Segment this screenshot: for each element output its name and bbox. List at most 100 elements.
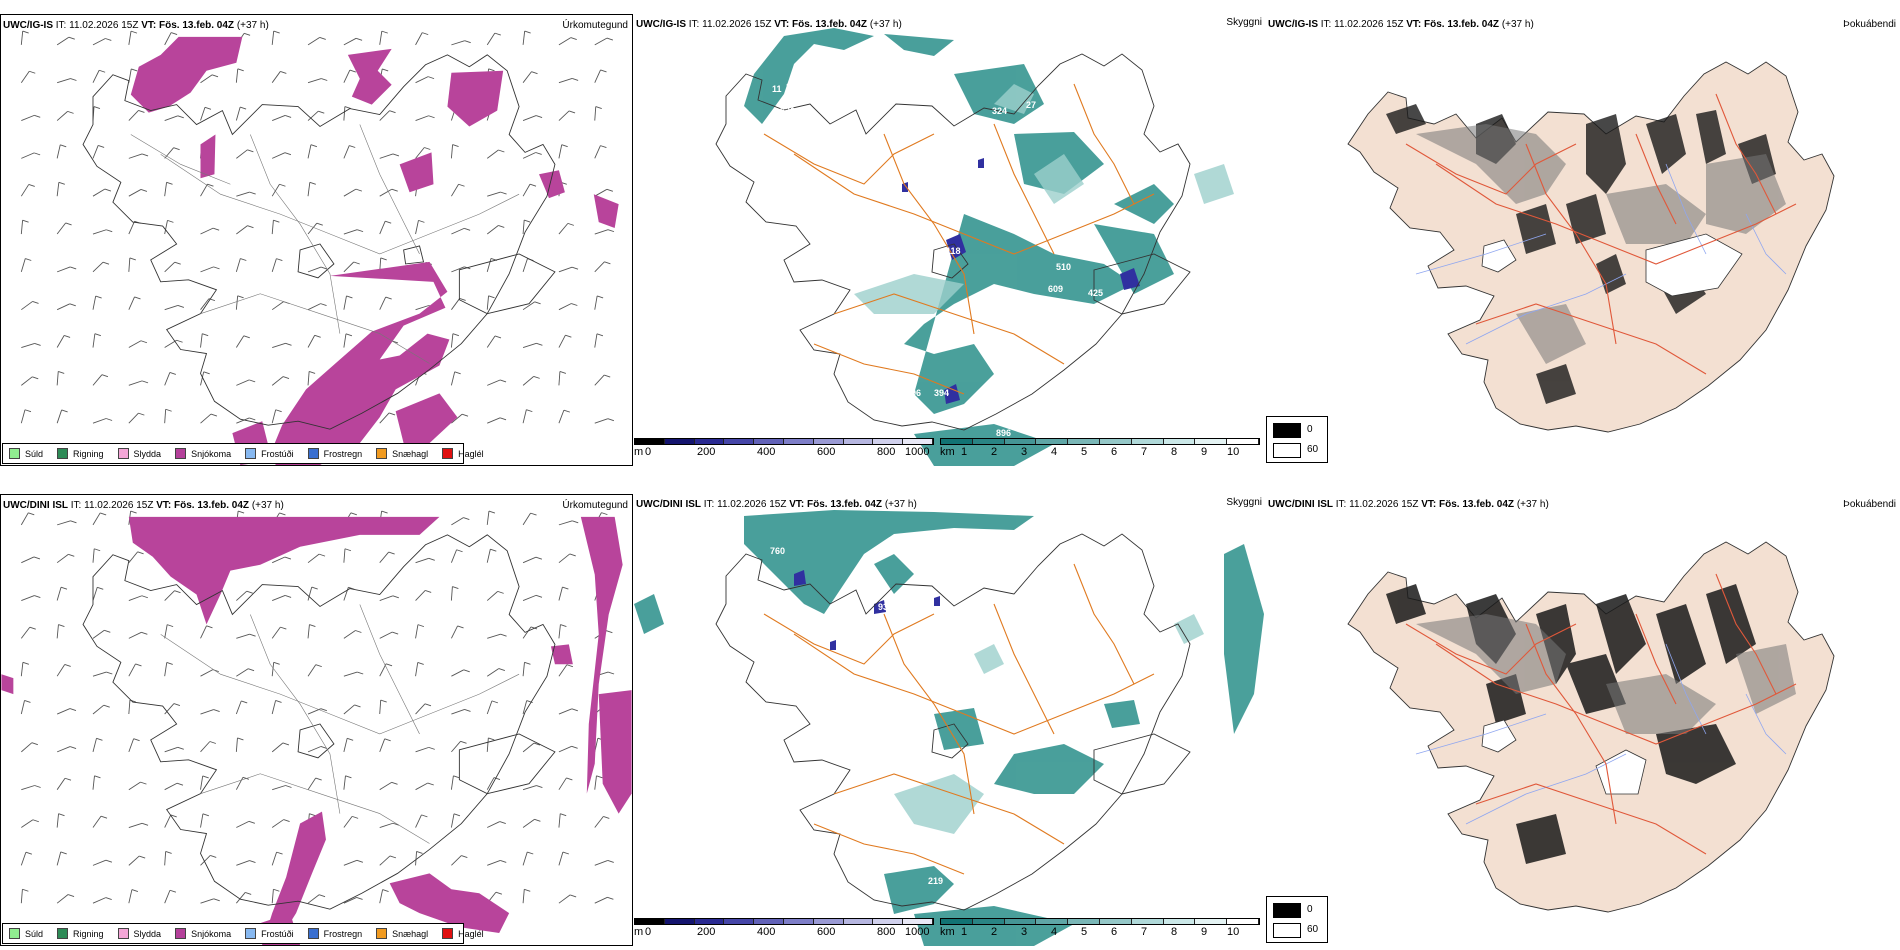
wind-barb <box>487 379 501 386</box>
wind-barb <box>558 586 563 601</box>
product-name: Úrkomutegund <box>562 20 628 31</box>
wind-barb <box>271 409 277 424</box>
wind-barb <box>486 149 499 159</box>
wind-barb-flag <box>213 266 220 270</box>
wind-barb-flag <box>248 820 256 824</box>
wind-barb <box>307 553 320 564</box>
wind-barb-flag <box>141 380 149 384</box>
wind-barb <box>236 860 250 866</box>
wind-barb-flag <box>25 258 32 261</box>
wind-barb-flag <box>167 219 174 223</box>
panel-title: UWC/DINI ISL IT: 11.02.2026 15Z VT: Fös.… <box>3 500 284 511</box>
land-fill <box>1347 541 1835 913</box>
cloud-label: 609 <box>1048 284 1063 294</box>
precip-legend: Súld Rigning Slydda Snjókoma Frostúði Fr… <box>2 443 484 464</box>
colorbar-tick: 1 <box>961 446 968 458</box>
legend-swatch <box>9 448 20 459</box>
wind-barb-flag <box>382 889 389 892</box>
wind-barb-flag <box>452 144 459 147</box>
wind-barb <box>20 258 26 272</box>
wind-barb-flag <box>427 782 434 786</box>
wind-barb-flag <box>319 36 326 40</box>
colorbar-tick: 3 <box>1021 446 1028 458</box>
wind-barb-flag <box>141 595 148 599</box>
wind-barb-flag <box>424 147 431 150</box>
wind-barb-flag <box>607 229 615 233</box>
colorbar-tick: 800 <box>877 446 896 458</box>
wind-barb-flag <box>63 335 71 338</box>
wind-barb <box>271 71 281 83</box>
wind-barb-flag <box>104 629 111 633</box>
wind-barb <box>522 30 526 45</box>
wind-barb-flag <box>347 737 354 741</box>
wind-barb-flag <box>247 149 254 153</box>
cloud-label: 219 <box>928 876 943 886</box>
wind-barb-flag <box>282 742 290 746</box>
wind-barb <box>558 624 561 639</box>
wind-barb <box>558 553 571 564</box>
wind-barb <box>271 220 274 235</box>
wind-barb-flag <box>559 370 567 374</box>
wind-barb-flag <box>600 145 607 149</box>
snow-area <box>347 48 392 105</box>
snow-area <box>128 516 440 625</box>
wind-barb-flag <box>176 782 184 786</box>
wind-barb <box>594 295 598 310</box>
wind-barb-flag <box>533 742 541 746</box>
wind-barb <box>594 106 597 121</box>
wind-barb <box>128 257 131 272</box>
wind-barb <box>56 409 63 424</box>
fog-key-label: 60 <box>1307 924 1319 935</box>
wind-barb-flag <box>60 851 67 855</box>
wind-barb <box>486 510 490 525</box>
wind-barb <box>594 896 608 904</box>
wind-barb <box>271 184 280 197</box>
wind-barb-flag <box>452 586 459 590</box>
wind-barb <box>379 153 394 159</box>
wind-barb-flag <box>607 671 615 675</box>
wind-barb-flag <box>428 115 435 119</box>
wind-barb-flag <box>417 624 425 628</box>
wind-barb <box>522 785 537 791</box>
wind-barb <box>56 851 62 866</box>
wind-barb <box>307 110 319 121</box>
wind-barb <box>343 671 358 677</box>
wind-barb <box>20 220 24 235</box>
wind-barb <box>379 412 390 424</box>
wind-barb-flag <box>428 557 435 561</box>
wind-barb-flag <box>99 69 106 73</box>
wind-barb <box>57 520 71 526</box>
wind-barb-flag <box>237 68 244 72</box>
wind-barb <box>21 152 35 159</box>
wind-barb-flag <box>34 114 41 118</box>
wind-barb <box>558 813 561 828</box>
wind-barb-flag <box>389 855 397 859</box>
colorbar-strip <box>940 918 1260 925</box>
legend-item: Haglél <box>442 448 484 459</box>
wind-barb-flag <box>563 409 571 413</box>
wind-barb-flag <box>24 700 31 703</box>
wind-barb-flag <box>69 303 76 307</box>
wind-barb-flag <box>381 30 388 34</box>
fog-shading-light <box>1416 124 1786 364</box>
colorbar-tick: 1000 <box>905 926 930 938</box>
wind-barb-flag <box>284 595 292 598</box>
wind-barb <box>164 624 168 639</box>
wind-barb <box>343 587 349 601</box>
wind-barb <box>594 860 608 866</box>
wind-barb-flag <box>531 71 538 75</box>
wind-barb <box>307 37 321 46</box>
cloud-label: 530 <box>780 106 795 116</box>
wind-barb-flag <box>249 379 256 383</box>
wind-barb-flag <box>173 703 181 706</box>
wind-barb <box>20 662 24 677</box>
wind-barb-flag <box>389 110 396 114</box>
wind-barb <box>235 68 239 83</box>
wind-barb <box>92 738 97 752</box>
wind-barb-flag <box>314 334 321 338</box>
fog-panel-top: UWC/IG-IS IT: 11.02.2026 15Z VT: Fös. 13… <box>1266 14 1900 466</box>
legend-item: Rigning <box>57 448 104 459</box>
wind-barb-flag <box>460 740 467 744</box>
wind-barb-flag <box>169 371 176 375</box>
wind-barb <box>20 184 30 197</box>
